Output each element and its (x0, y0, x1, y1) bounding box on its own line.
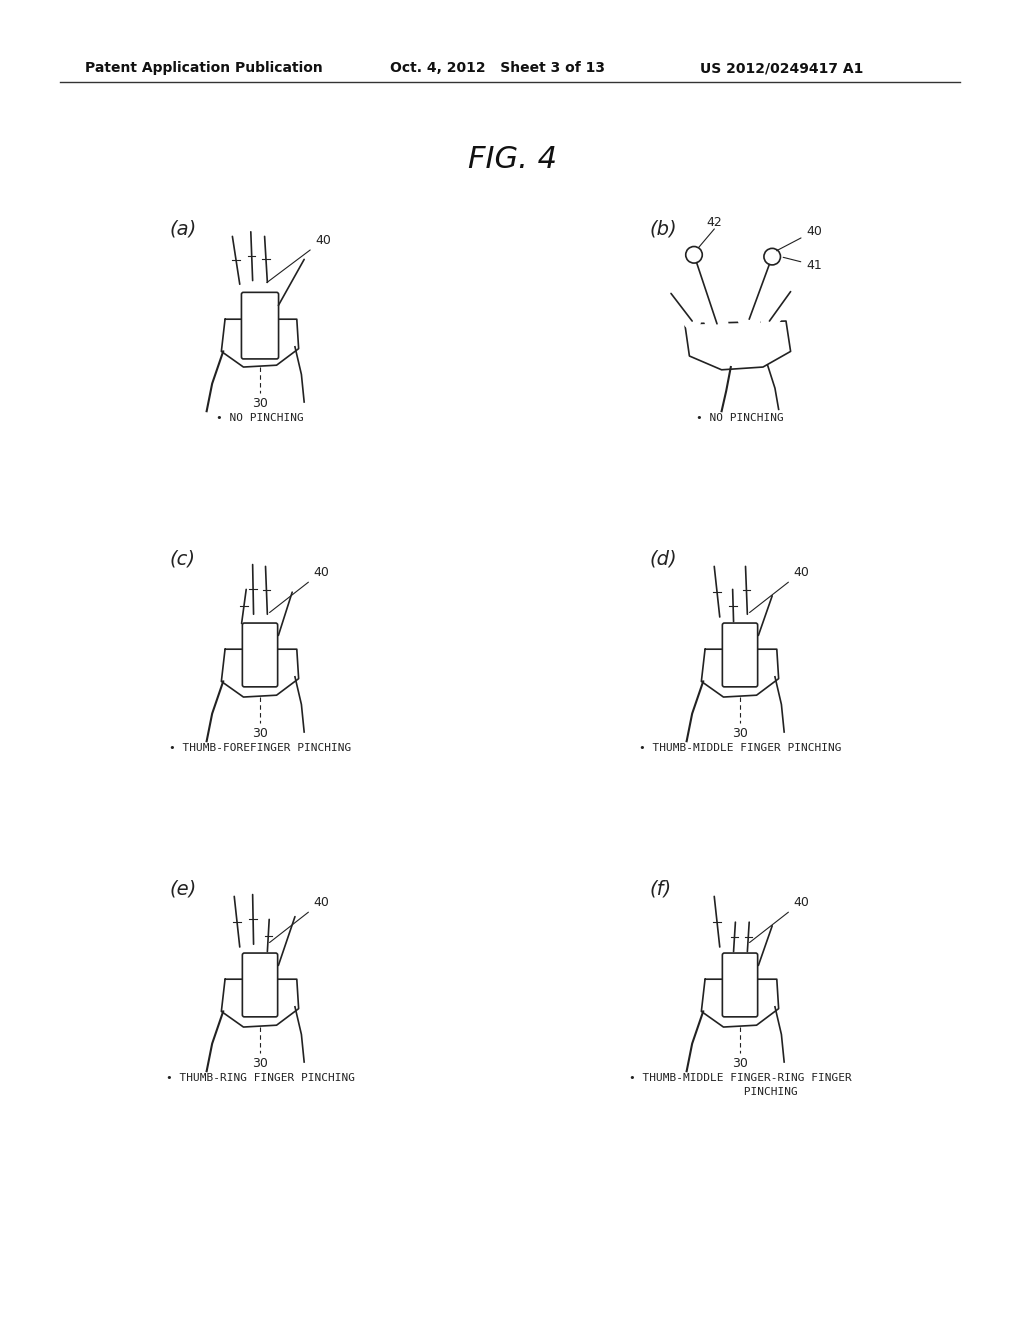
Text: (c): (c) (170, 550, 196, 569)
Text: Patent Application Publication: Patent Application Publication (85, 61, 323, 75)
Text: (f): (f) (650, 880, 672, 899)
Text: • THUMB-FOREFINGER PINCHING: • THUMB-FOREFINGER PINCHING (169, 743, 351, 752)
FancyBboxPatch shape (243, 953, 278, 1016)
Circle shape (764, 248, 780, 265)
Circle shape (686, 247, 702, 263)
Text: (a): (a) (170, 220, 197, 239)
Text: • THUMB-MIDDLE FINGER PINCHING: • THUMB-MIDDLE FINGER PINCHING (639, 743, 842, 752)
Text: (b): (b) (650, 220, 678, 239)
FancyBboxPatch shape (243, 623, 278, 686)
Text: FIG. 4: FIG. 4 (468, 145, 556, 174)
Polygon shape (221, 649, 299, 697)
Text: Oct. 4, 2012   Sheet 3 of 13: Oct. 4, 2012 Sheet 3 of 13 (390, 61, 605, 75)
Text: 41: 41 (783, 257, 822, 272)
Text: • NO PINCHING: • NO PINCHING (216, 413, 304, 422)
Polygon shape (701, 649, 778, 697)
Text: 42: 42 (707, 216, 722, 230)
Text: 40: 40 (267, 234, 331, 282)
Text: 30: 30 (252, 1057, 268, 1071)
Text: 30: 30 (252, 727, 268, 741)
Text: US 2012/0249417 A1: US 2012/0249417 A1 (700, 61, 863, 75)
Text: • THUMB-RING FINGER PINCHING: • THUMB-RING FINGER PINCHING (166, 1073, 354, 1082)
FancyBboxPatch shape (722, 953, 758, 1016)
Polygon shape (221, 979, 299, 1027)
Text: 30: 30 (252, 397, 268, 411)
Text: • NO PINCHING: • NO PINCHING (696, 413, 784, 422)
Text: 40: 40 (776, 224, 822, 251)
Text: 40: 40 (750, 565, 809, 612)
Text: 40: 40 (750, 895, 809, 942)
Text: (d): (d) (650, 550, 678, 569)
Text: 40: 40 (269, 565, 330, 612)
Polygon shape (221, 319, 299, 367)
Polygon shape (685, 321, 791, 370)
Polygon shape (701, 979, 778, 1027)
Text: 40: 40 (269, 895, 330, 942)
Text: 30: 30 (732, 1057, 748, 1071)
Text: • THUMB-MIDDLE FINGER-RING FINGER
         PINCHING: • THUMB-MIDDLE FINGER-RING FINGER PINCHI… (629, 1073, 851, 1097)
Text: 30: 30 (732, 727, 748, 741)
Text: (e): (e) (170, 880, 197, 899)
FancyBboxPatch shape (722, 623, 758, 686)
FancyBboxPatch shape (242, 292, 279, 359)
